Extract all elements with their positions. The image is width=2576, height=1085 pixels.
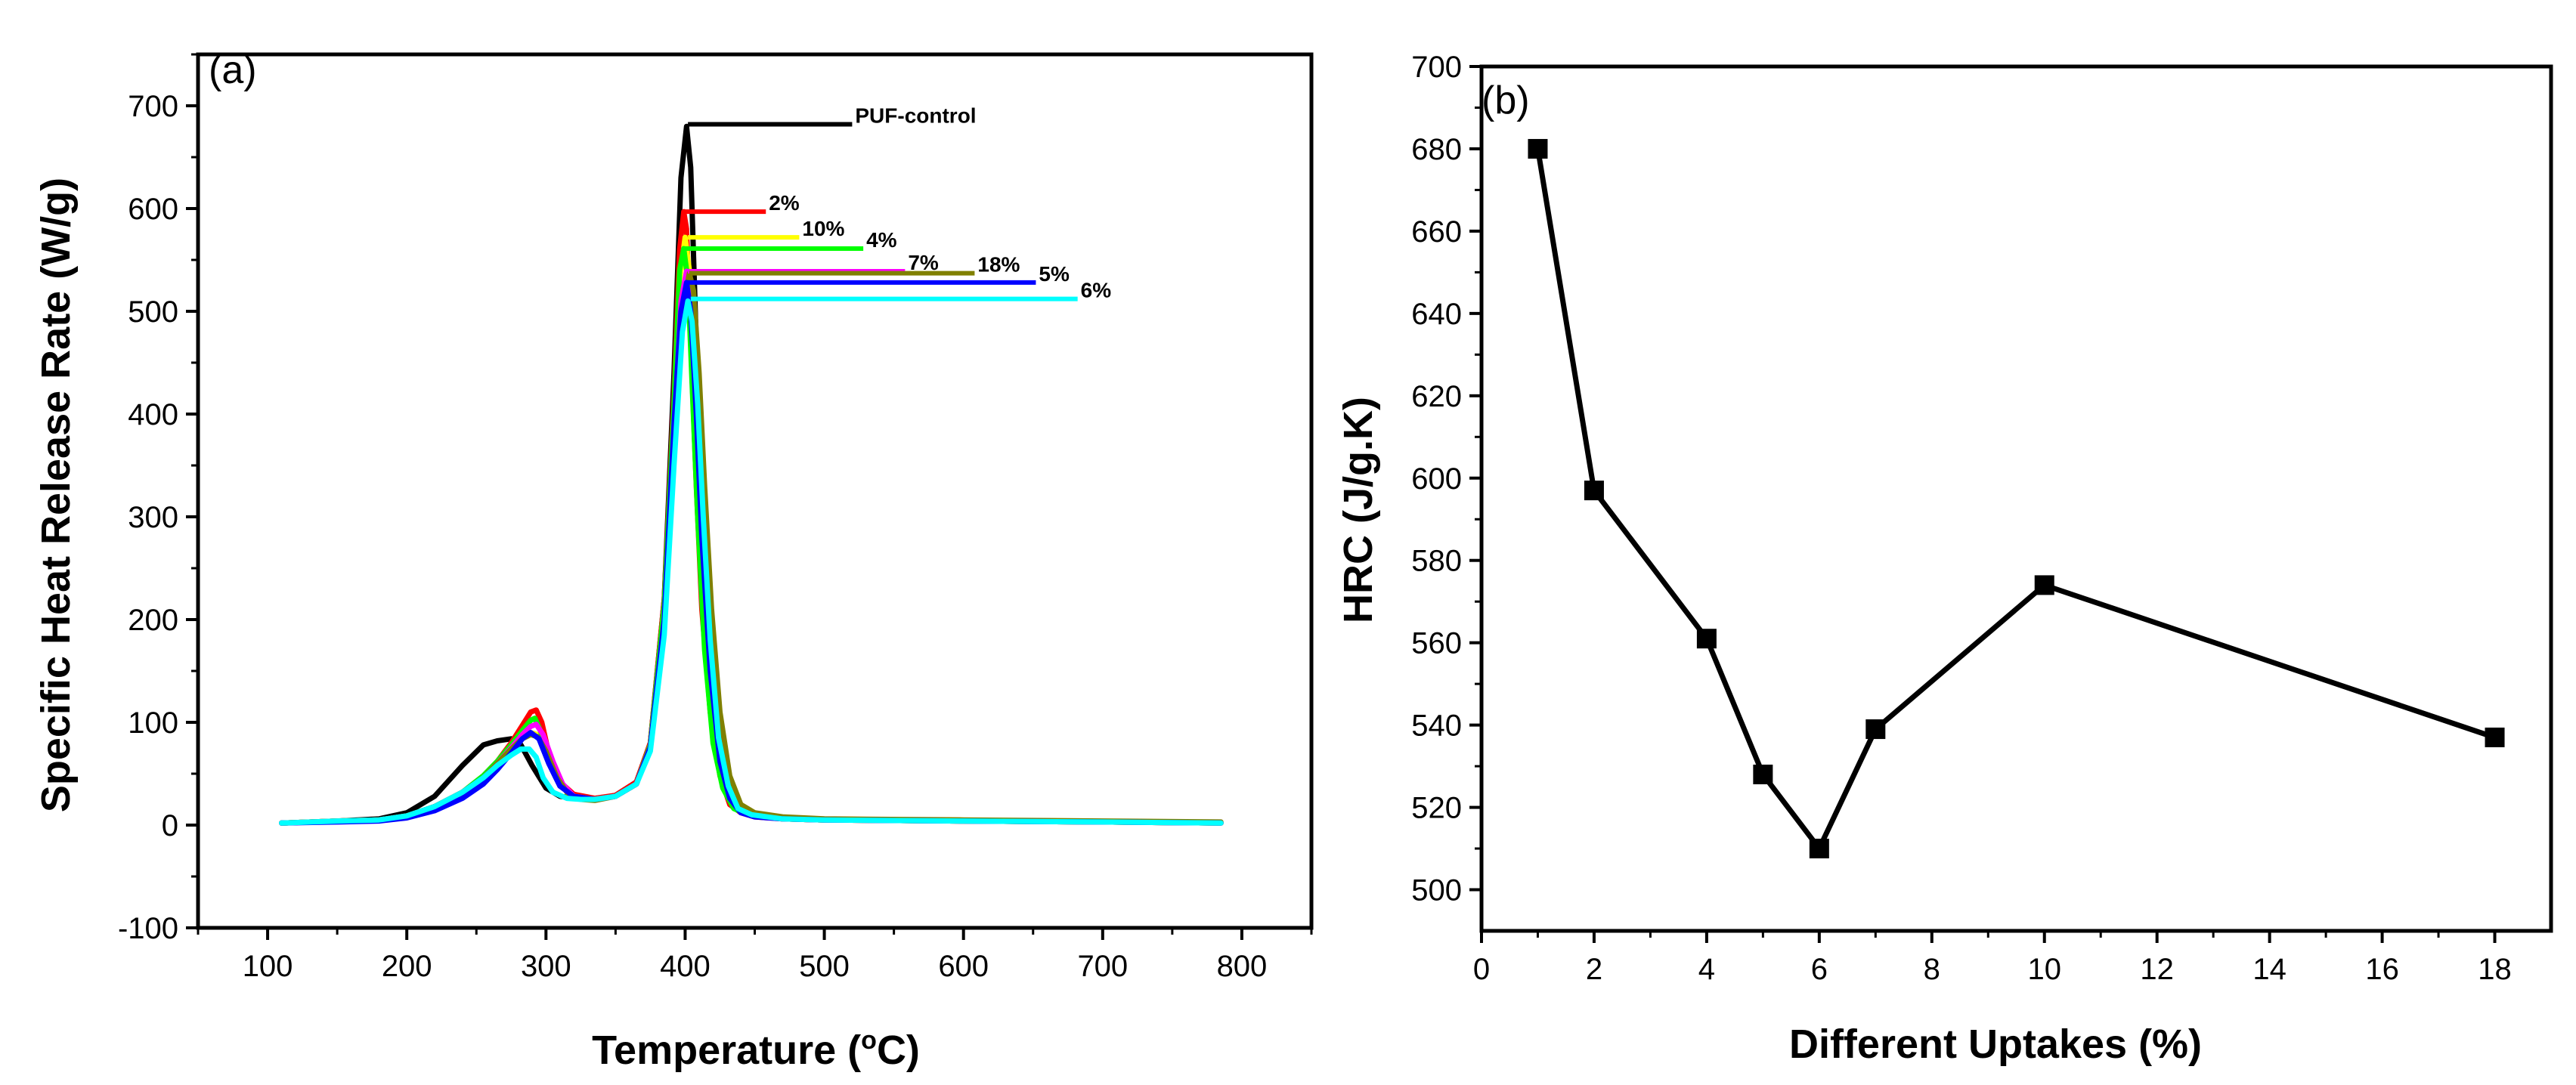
series-line-2pct (279, 209, 1224, 826)
panel-b-ticks: 0 2 4 6 8 10 12 14 16 18 500 520 540 560 580 600 620 640 6… (1411, 51, 2512, 986)
panel-a-y-tick-label: 400 (128, 398, 178, 431)
panel-a-plot-frame (196, 52, 1314, 930)
series-line-6pct (279, 298, 1224, 826)
x-axis-title-end: C) (877, 1028, 920, 1073)
panel-b-x-tick-label: 12 (2140, 953, 2174, 986)
panel-a-y-tick-label: 300 (128, 501, 178, 534)
hrc-point-6pct (1809, 839, 1829, 859)
panel-b-y-axis-title: HRC (J/g.K) (1336, 397, 1381, 623)
panel-b-x-tick-label: 10 (2027, 953, 2061, 986)
panel-b-series-group (1528, 138, 2505, 859)
panel-a-x-tick-label: 400 (660, 950, 711, 983)
panel-a-x-tick-label: 600 (938, 950, 989, 983)
hrc-point-18pct (2485, 727, 2505, 747)
panel-a-y-axis-title: Specific Heat Release Rate (W/g) (33, 178, 79, 812)
series-label-18pct: 18% (977, 253, 1020, 277)
panel-a-y-tick-label: 700 (128, 90, 178, 123)
series-label-10pct: 10% (802, 217, 844, 240)
panel-a-y-tick-label: 600 (128, 193, 178, 226)
panel-b-y-tick-label: 680 (1411, 133, 1462, 166)
panel-b-y-tick-label: 520 (1411, 792, 1462, 825)
panel-a-y-tick-label: 100 (128, 706, 178, 740)
panel-a-x-tick-label: 200 (382, 950, 432, 983)
series-label-5pct: 5% (1039, 262, 1070, 286)
hrc-point-1pct (1528, 138, 1548, 159)
panel-a-x-tick-label: 700 (1077, 950, 1128, 983)
hrc-point-7pct (1865, 719, 1886, 740)
panel-a-x-tick-label: 500 (799, 950, 850, 983)
panel-b-x-tick-label: 16 (2365, 953, 2399, 986)
panel-a-x-axis-title: Temperature (oC) (592, 1026, 920, 1073)
panel-a-y-tick-label: -100 (118, 912, 178, 945)
panel-b-y-tick-label: 540 (1411, 709, 1462, 743)
hrc-point-4pct (1696, 629, 1717, 649)
panel-a-x-tick-label: 800 (1217, 950, 1268, 983)
hrc-point-2pct (1584, 481, 1604, 501)
series-line-7pct (279, 268, 1224, 826)
panel-a-heat-release-chart: PUF-control 2%10% 4% 7% 18% 5% 6% 100 200 300 400… (33, 48, 1314, 1073)
series-label-puf-control: PUF-control (855, 104, 976, 127)
panel-b-x-tick-label: 8 (1924, 953, 1940, 986)
x-axis-title-main: Temperature ( (592, 1028, 861, 1073)
panel-b-x-tick-label: 4 (1698, 953, 1715, 986)
panel-a-y-tick-label: 0 (162, 809, 178, 842)
series-label-2pct: 2% (769, 191, 800, 215)
panel-b-y-tick-label: 580 (1411, 545, 1462, 578)
hrc-point-5pct (1753, 764, 1773, 784)
x-axis-title-superscript: o (861, 1026, 877, 1055)
hrc-line (1535, 148, 2496, 852)
panel-a-x-tick-label: 300 (521, 950, 571, 983)
panel-b-y-tick-label: 560 (1411, 627, 1462, 660)
panel-a-label: (a) (209, 48, 257, 92)
panel-b-x-tick-label: 6 (1811, 953, 1828, 986)
series-label-4pct: 4% (866, 228, 897, 252)
panel-a-y-tick-label: 500 (128, 295, 178, 329)
panel-b-x-tick-label: 0 (1473, 953, 1490, 986)
panel-a-ticks: 100 200 300 400 500 600 700 800 -100 0 100 200 300 40… (118, 53, 1313, 983)
panel-b-y-tick-label: 620 (1411, 380, 1462, 413)
panel-b-y-tick-label: 500 (1411, 874, 1462, 907)
panel-b-plot-frame (1479, 64, 2553, 933)
panel-b-y-tick-label: 660 (1411, 215, 1462, 249)
panel-b-hrc-chart: 0 2 4 6 8 10 12 14 16 18 500 520 540 560 580 600 620 640 6… (1336, 51, 2553, 1067)
series-line-5pct (279, 280, 1224, 826)
panel-a-x-tick-label: 100 (243, 950, 293, 983)
hrc-point-10pct (2034, 575, 2054, 595)
series-line-puf-control (279, 123, 1224, 826)
panel-b-x-tick-label: 14 (2252, 953, 2287, 986)
series-line-18pct (279, 270, 1224, 826)
panel-a-y-tick-label: 200 (128, 604, 178, 637)
panel-b-x-tick-label: 18 (2478, 953, 2512, 986)
series-label-7pct: 7% (908, 251, 939, 274)
panel-a-series-labels: PUF-control 2%10% 4% 7% 18% 5% 6% (683, 104, 1112, 302)
panel-a-series-group (279, 123, 1224, 826)
series-label-6pct: 6% (1081, 279, 1112, 302)
panel-b-y-tick-label: 700 (1411, 51, 1462, 84)
panel-b-x-tick-label: 2 (1586, 953, 1602, 986)
series-line-10pct (279, 234, 1224, 826)
panel-b-y-tick-label: 640 (1411, 298, 1462, 331)
panel-b-label: (b) (1482, 79, 1530, 122)
panel-b-y-tick-label: 600 (1411, 462, 1462, 496)
panel-b-x-axis-title: Different Uptakes (%) (1789, 1022, 2202, 1067)
series-line-4pct (279, 246, 1224, 826)
